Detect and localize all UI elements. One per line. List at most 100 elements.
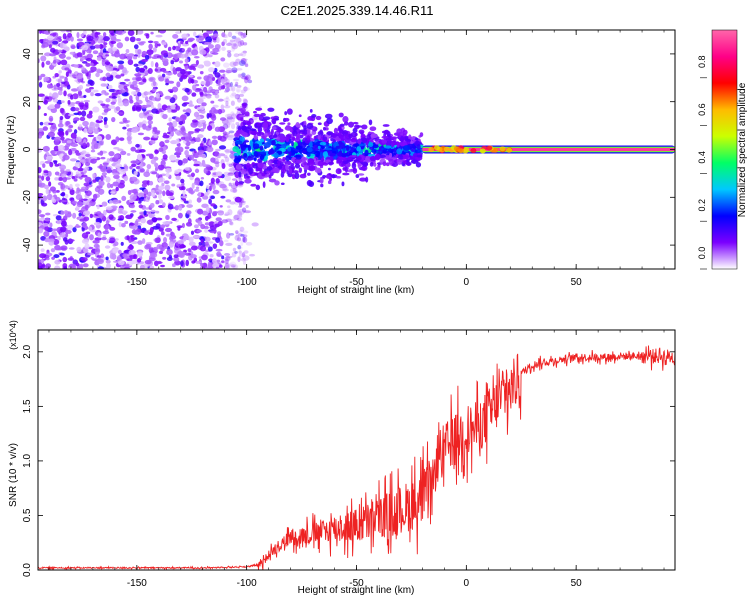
band-blob	[262, 122, 269, 129]
noise-blob	[208, 67, 215, 73]
band-blob	[285, 136, 289, 143]
noise-blob	[78, 102, 85, 108]
noise-blob	[117, 218, 124, 221]
noise-blob	[117, 148, 124, 152]
noise-blob	[130, 180, 135, 184]
noise-blob	[163, 243, 168, 250]
band-blob	[352, 121, 359, 125]
noise-blob	[223, 97, 230, 103]
x-tick-label: -100	[237, 578, 257, 589]
noise-blob	[83, 94, 87, 98]
noise-blob	[45, 263, 51, 269]
noise-blob	[212, 189, 220, 195]
noise-blob	[109, 226, 116, 231]
noise-blob	[227, 209, 233, 216]
noise-blob	[231, 178, 238, 181]
band-blob	[306, 147, 313, 153]
band-blob	[253, 113, 261, 118]
noise-blob	[224, 156, 230, 163]
noise-blob	[243, 86, 248, 92]
noise-blob	[96, 204, 100, 210]
band-blob	[322, 126, 326, 131]
snr-y-multiplier: (x10^4)	[8, 320, 18, 350]
noise-blob	[78, 124, 82, 128]
noise-blob	[234, 95, 238, 99]
band-blob	[383, 129, 390, 135]
noise-blob	[209, 89, 217, 93]
noise-blob	[155, 217, 163, 221]
noise-blob	[60, 30, 67, 33]
noise-blob	[100, 237, 107, 241]
noise-blob	[69, 158, 77, 162]
band-blob	[276, 136, 280, 142]
noise-blob	[229, 261, 237, 267]
band-blob	[236, 129, 243, 134]
noise-blob	[117, 182, 125, 189]
band-blob	[412, 152, 418, 158]
noise-blob	[97, 232, 101, 239]
noise-blob	[238, 250, 242, 254]
noise-blob	[123, 253, 128, 260]
noise-blob	[82, 30, 87, 35]
snr-frame	[37, 329, 676, 571]
noise-blob	[220, 195, 226, 199]
noise-blob	[77, 110, 82, 114]
noise-blob	[129, 165, 133, 170]
noise-blob	[161, 151, 165, 154]
noise-blob	[183, 249, 187, 253]
noise-blob	[115, 74, 122, 79]
noise-blob	[204, 241, 209, 246]
noise-blob	[49, 186, 56, 192]
noise-blob	[89, 234, 94, 241]
noise-blob	[42, 41, 49, 48]
noise-blob	[59, 107, 65, 114]
band-blob	[311, 114, 317, 118]
noise-blob	[206, 95, 212, 99]
noise-blob	[84, 166, 89, 172]
noise-blob	[173, 254, 179, 259]
noise-blob	[242, 236, 246, 243]
noise-blob	[181, 183, 185, 187]
noise-blob	[225, 255, 233, 259]
noise-blob	[234, 30, 242, 35]
noise-blob	[80, 257, 88, 262]
noise-blob	[188, 65, 195, 71]
noise-blob	[75, 223, 79, 227]
noise-blob	[61, 139, 67, 144]
noise-blob	[80, 33, 84, 37]
noise-blob	[229, 153, 235, 159]
band-blob	[272, 126, 277, 130]
noise-blob	[223, 171, 230, 177]
band-blob	[274, 180, 280, 186]
band-blob	[405, 161, 412, 166]
noise-blob	[213, 33, 219, 37]
noise-blob	[238, 213, 243, 220]
noise-blob	[218, 145, 227, 150]
noise-blob	[225, 148, 230, 155]
spectrogram-panel: -150 -100 -50 0 50 -40 -20 0 20 40 Height of str…	[6, 29, 676, 296]
band-blob	[328, 161, 334, 165]
noise-blob	[227, 172, 232, 176]
noise-blob	[165, 214, 170, 221]
noise-blob	[148, 213, 156, 218]
noise-blob	[117, 210, 123, 214]
noise-blob	[89, 86, 94, 90]
noise-blob	[240, 233, 245, 237]
noise-blob	[114, 38, 122, 42]
noise-blob	[198, 108, 203, 114]
noise-blob	[221, 46, 226, 51]
noise-blob	[67, 224, 74, 231]
noise-blob	[243, 210, 252, 214]
noise-blob	[107, 84, 113, 90]
noise-blob	[140, 41, 146, 44]
noise-blob	[188, 241, 196, 247]
noise-blob	[103, 224, 110, 230]
noise-blob	[245, 241, 253, 246]
noise-blob	[190, 140, 195, 144]
noise-blob	[89, 45, 96, 50]
band-blob	[382, 124, 390, 127]
band-blob	[357, 173, 365, 176]
band-blob	[357, 138, 362, 145]
band-blob	[381, 135, 389, 139]
noise-blob	[155, 34, 163, 38]
